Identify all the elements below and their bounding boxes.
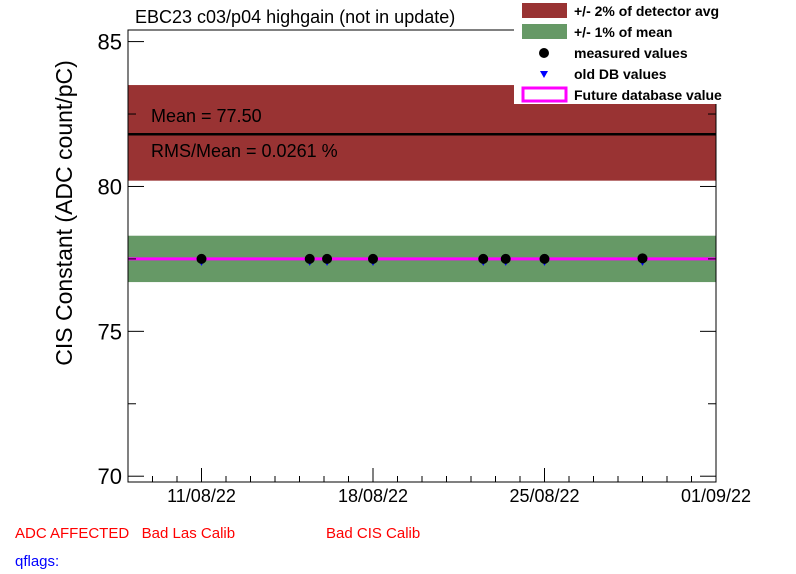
measured-point <box>500 253 511 264</box>
y-tick-label: 85 <box>98 30 122 55</box>
x-tick-label: 18/08/22 <box>338 486 408 506</box>
measured-point <box>637 253 648 264</box>
lines-layer <box>128 133 716 261</box>
legend-label: measured values <box>574 45 688 61</box>
x-tick-label: 01/09/22 <box>681 486 751 506</box>
legend-swatch <box>522 3 567 18</box>
legend-label: Future database value <box>574 87 722 103</box>
x-tick-label: 25/08/22 <box>509 486 579 506</box>
y-tick-label: 75 <box>98 319 122 344</box>
legend-swatch <box>522 24 567 39</box>
cis-flag-text: Bad CIS Calib <box>326 525 421 542</box>
legend-label: old DB values <box>574 66 667 82</box>
measured-point <box>322 253 333 264</box>
legend-label: +/- 1% of mean <box>574 24 672 40</box>
measured-point <box>478 253 489 264</box>
legend-line-swatch <box>521 86 568 103</box>
measured-point <box>539 253 550 264</box>
measured-point <box>304 253 315 264</box>
measured-point <box>196 253 207 264</box>
y-tick-label: 70 <box>98 464 122 489</box>
flags-text: ADC AFFECTED Bad Las Calib <box>15 525 236 542</box>
y-tick-label: 80 <box>98 174 122 199</box>
y-axis-label: CIS Constant (ADC count/pC) <box>51 60 77 366</box>
points-layer <box>196 253 648 266</box>
measured-point <box>368 253 378 264</box>
legend: +/- 2% of detector avg +/- 1% of mean meas… <box>514 0 750 104</box>
axes-layer: 70 75 80 85 11/08/22 18/08/22 25/08/22 01/09/22 <box>98 29 751 506</box>
legend-marker <box>540 71 548 78</box>
qflags-label: qflags: <box>15 553 60 570</box>
legend-label: +/- 2% of detector avg <box>574 3 719 19</box>
legend-marker <box>539 48 549 58</box>
mean-annotation: Mean = 77.50 <box>151 106 262 126</box>
chart-title: EBC23 c03/p04 highgain (not in update) <box>135 7 455 27</box>
rms-annotation: RMS/Mean = 0.0261 % <box>151 141 338 161</box>
x-tick-label: 11/08/22 <box>167 486 236 506</box>
annotation-layer: Mean = 77.50 RMS/Mean = 0.0261 % <box>151 106 338 161</box>
